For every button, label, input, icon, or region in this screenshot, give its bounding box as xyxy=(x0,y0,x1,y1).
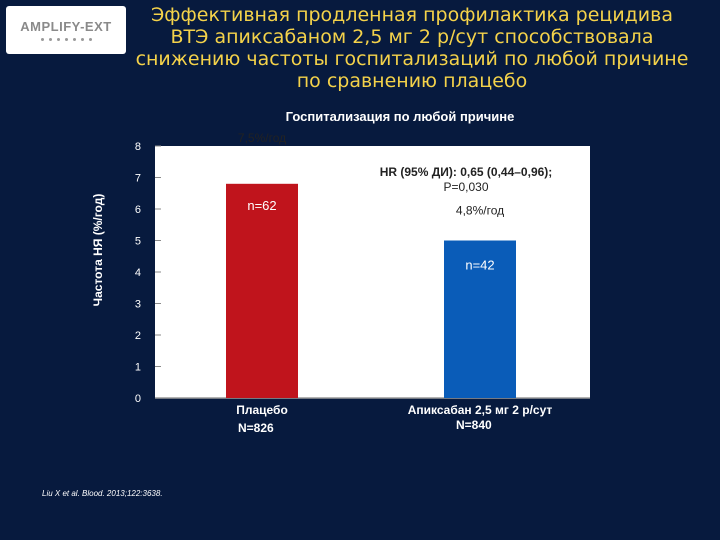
y-tick-label: 7 xyxy=(135,173,141,185)
y-tick-label: 6 xyxy=(135,204,141,216)
amplify-ext-logo: AMPLIFY-EXT xyxy=(6,6,126,54)
y-tick-label: 3 xyxy=(135,299,141,311)
bar-0 xyxy=(226,183,298,398)
logo-text: AMPLIFY-EXT xyxy=(20,19,112,34)
inner-label-0: n=62 xyxy=(247,198,276,213)
slide-title: Эффективная продленная профилактика реци… xyxy=(135,4,689,92)
category-label-0: Плацебо xyxy=(236,403,288,417)
plot-area xyxy=(155,146,590,398)
citation: Liu X et al. Blood. 2013;122:3638. xyxy=(42,489,163,498)
category-label-1: Апиксабан 2,5 мг 2 р/сут xyxy=(408,403,553,417)
bar-1 xyxy=(444,240,516,398)
total-label-placebo: N=826 xyxy=(238,421,274,435)
y-tick-label: 8 xyxy=(135,141,141,153)
y-tick-label: 5 xyxy=(135,236,141,248)
y-tick-label: 1 xyxy=(135,362,141,374)
logo-dots xyxy=(40,38,92,41)
annotation-p: P=0,030 xyxy=(443,180,488,194)
total-label-apixaban: N=840 xyxy=(456,418,492,432)
y-tick-label: 0 xyxy=(135,393,141,405)
annotation-hr: HR (95% ДИ): 0,65 (0,44–0,96); xyxy=(380,165,553,179)
y-tick-label: 2 xyxy=(135,330,141,342)
inner-label-1: n=42 xyxy=(465,258,494,273)
y-tick-label: 4 xyxy=(135,267,141,279)
chart-title: Госпитализация по любой причине xyxy=(285,109,515,124)
rate-label-0: 7,5%/год xyxy=(238,131,286,145)
rate-label-1: 4,8%/год xyxy=(456,204,504,218)
